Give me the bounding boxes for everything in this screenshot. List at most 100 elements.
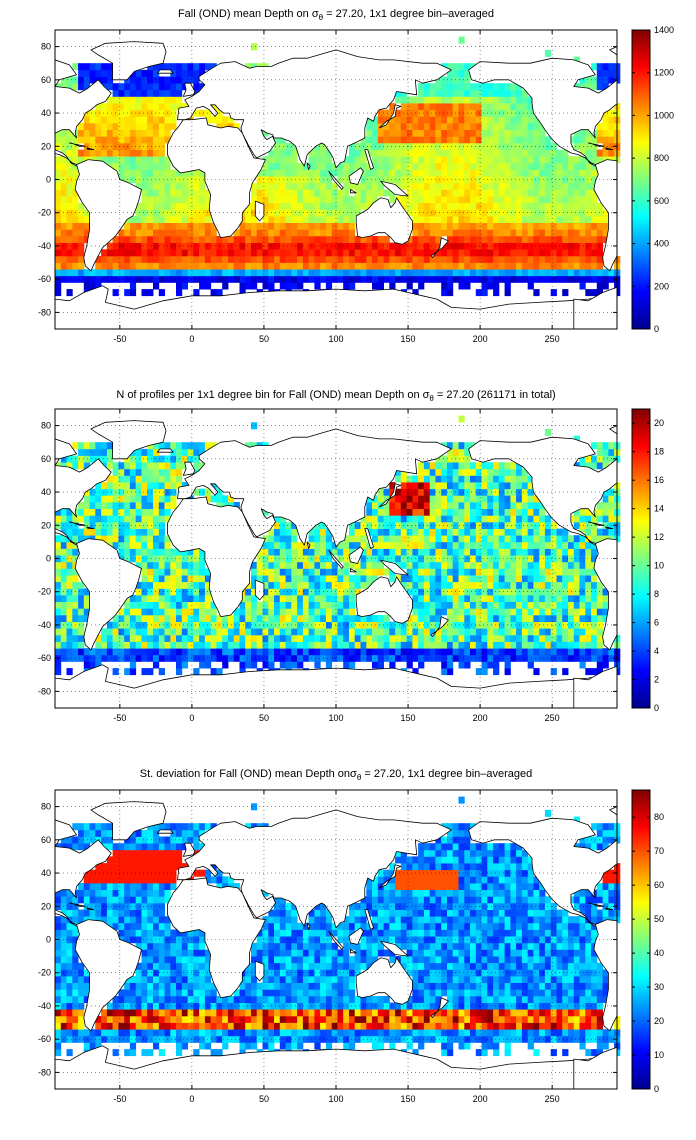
heatmap-cell [66,996,73,1003]
heatmap-cell [291,156,298,164]
heatmap-cell [516,581,523,589]
heatmap-cell [325,654,333,662]
heatmap-cell [475,255,482,263]
heatmap-cell [89,269,96,277]
heatmap-cell [481,535,488,543]
heatmap-cell [596,528,603,536]
heatmap-cell [170,555,177,563]
heatmap-cell [418,156,425,164]
heatmap-cell [176,289,183,297]
heatmap-cell [78,242,85,250]
heatmap-cell [349,282,356,290]
heatmap-cell [556,581,563,589]
heatmap-cell [429,229,436,237]
heatmap-cell [383,136,390,144]
heatmap-cell [187,442,194,450]
heatmap-cell [95,502,102,509]
heatmap-cell [193,169,200,177]
heatmap-cell [112,149,119,157]
heatmap-cell [435,89,442,97]
heatmap-cell [251,202,258,210]
heatmap-cell [533,508,540,516]
heatmap-cell [550,522,557,529]
heatmap-cell [596,255,603,263]
y-tick-label: 80 [41,42,51,52]
heatmap-cell [470,508,477,516]
heatmap-cell [475,83,482,91]
heatmap-cell [147,462,154,470]
heatmap-cell [66,1009,73,1017]
heatmap-cell [366,522,373,529]
heatmap-cell [320,255,327,263]
heatmap-cell [193,561,200,569]
heatmap-cell [129,89,137,97]
heatmap-cell [591,595,598,602]
heatmap-cell [516,222,523,230]
heatmap-cell [539,535,546,543]
heatmap-cell [181,255,188,263]
heatmap-cell [435,176,442,184]
heatmap-cell [210,601,217,609]
heatmap-cell [464,262,471,270]
heatmap-cell [325,561,333,569]
heatmap-cell [55,282,62,290]
heatmap-cell [199,242,206,250]
heatmap-cell [279,216,286,223]
heatmap-cell [470,156,477,164]
heatmap-cell [418,136,425,144]
heatmap-cell [106,641,114,649]
heatmap-cell [337,628,344,636]
heatmap-cell [193,216,200,223]
heatmap-cell [89,69,96,77]
heatmap-cell [72,1009,79,1017]
heatmap-cell [372,561,379,569]
heatmap-cell [475,103,482,111]
heatmap-cell [464,528,471,536]
heatmap-cell [153,548,160,556]
heatmap-cell [135,628,142,636]
heatmap-cell [279,568,286,576]
heatmap-cell [343,242,350,250]
heatmap-cell [412,515,419,523]
heatmap-cell [602,76,609,84]
heatmap-cell [406,575,413,583]
heatmap-cell [216,289,223,297]
heatmap-cell [158,595,165,602]
heatmap-cell [510,522,517,529]
heatmap-cell [176,581,183,589]
heatmap-cell [89,149,96,157]
heatmap-cell [493,123,500,130]
heatmap-cell [539,654,546,662]
heatmap-cell [187,269,194,277]
heatmap-cell [89,916,96,924]
heatmap-cell [66,541,73,549]
heatmap-cell [320,196,327,204]
heatmap-cell [429,242,436,250]
heatmap-cell [470,595,477,602]
heatmap-cell [504,548,511,556]
heatmap-cell [320,601,327,609]
heatmap-cell [521,189,529,197]
heatmap-cell [279,202,286,210]
heatmap-cell [550,156,557,164]
heatmap-cell [447,123,454,130]
heatmap-cell [487,216,494,223]
heatmap-cell [447,634,454,642]
heatmap-cell [498,209,505,217]
heatmap-cell [95,528,102,536]
heatmap-cell [516,482,523,490]
heatmap-cell [550,209,557,217]
heatmap-cell [83,448,90,456]
heatmap-cell [302,162,310,170]
heatmap-cell [66,561,73,569]
heatmap-cell [95,634,102,642]
heatmap-cell [516,615,523,622]
heatmap-cell [389,548,396,556]
heatmap-cell [176,63,183,71]
heatmap-cell [510,129,517,137]
heatmap-cell [135,641,142,649]
heatmap-cell [129,269,137,277]
heatmap-cell [129,136,137,144]
heatmap-cell [176,255,183,263]
heatmap-cell [493,502,500,509]
